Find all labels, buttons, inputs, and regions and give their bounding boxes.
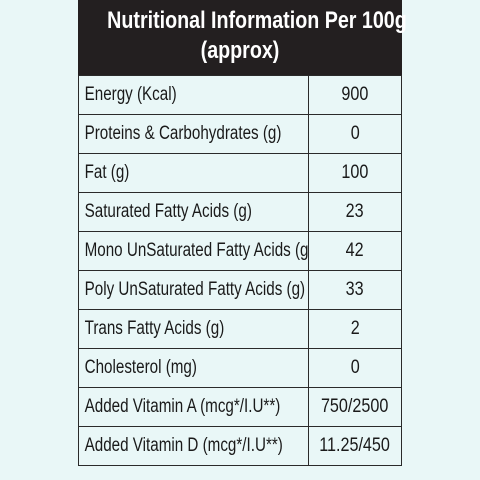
- nutrition-panel: Nutritional Information Per 100g (approx…: [78, 0, 407, 466]
- title-line: (approx): [200, 37, 280, 64]
- amount-cell: 33: [308, 270, 402, 310]
- nutrient-cell: Proteins & Carbohydrates (g): [78, 114, 309, 154]
- nutrient-cell: Added Vitamin D (mcg*/I.U**): [78, 426, 309, 466]
- nutrient-label: Saturated Fatty Acids (g): [84, 201, 252, 222]
- nutrient-cell: Mono UnSaturated Fatty Acids (g): [78, 231, 309, 271]
- amount-value: 900: [341, 84, 369, 105]
- amount-cell: 23: [308, 192, 402, 232]
- amount-value: 0: [350, 123, 360, 144]
- nutrient-cell: Trans Fatty Acids (g): [78, 309, 309, 349]
- nutrient-label: Added Vitamin D (mcg*/I.U**): [84, 435, 283, 456]
- title-line: Nutritional Information Per 100g: [107, 7, 407, 34]
- amount-value: 33: [346, 279, 364, 300]
- amount-value: 11.25/450: [319, 435, 391, 456]
- amount-value: 2: [350, 318, 360, 339]
- nutrient-cell: Added Vitamin A (mcg*/I.U**): [78, 387, 309, 427]
- amount-value: 750/2500: [321, 396, 389, 417]
- nutrient-cell: Poly UnSaturated Fatty Acids (g): [78, 270, 309, 310]
- header: Nutritional Information Per 100g (approx…: [78, 0, 407, 75]
- amount-value: 100: [341, 162, 369, 183]
- nutrient-label: Added Vitamin A (mcg*/I.U**): [84, 396, 281, 417]
- amount-cell: 0: [308, 114, 402, 154]
- amount-value: 23: [346, 201, 364, 222]
- nutrition-table: Energy (Kcal) 900 Proteins & Carbohydrates…: [78, 75, 402, 466]
- table-row: Fat (g) 100: [78, 153, 402, 193]
- amount-value: 0: [350, 357, 360, 378]
- amount-cell: 900: [308, 75, 402, 115]
- table-row: Saturated Fatty Acids (g) 23: [78, 192, 402, 232]
- nutrient-label: Proteins & Carbohydrates (g): [84, 123, 282, 144]
- table-row: Added Vitamin A (mcg*/I.U**) 750/2500: [78, 387, 402, 427]
- table-row: Energy (Kcal) 900: [78, 75, 402, 115]
- nutrient-label: Fat (g): [84, 162, 130, 183]
- nutrient-cell: Cholesterol (mg): [78, 348, 309, 388]
- table-row: Poly UnSaturated Fatty Acids (g) 33: [78, 270, 402, 310]
- table-row: Cholesterol (mg) 0: [78, 348, 402, 388]
- nutrient-label: Poly UnSaturated Fatty Acids (g): [84, 279, 306, 300]
- amount-cell: 100: [308, 153, 402, 193]
- table-row: Mono UnSaturated Fatty Acids (g) 42: [78, 231, 402, 271]
- nutrient-label: Energy (Kcal): [84, 84, 177, 105]
- nutrient-label: Mono UnSaturated Fatty Acids (g): [84, 240, 309, 261]
- amount-cell: 750/2500: [308, 387, 402, 427]
- nutrient-cell: Saturated Fatty Acids (g): [78, 192, 309, 232]
- amount-cell: 2: [308, 309, 402, 349]
- amount-cell: 0: [308, 348, 402, 388]
- nutrient-cell: Fat (g): [78, 153, 309, 193]
- table-row: Proteins & Carbohydrates (g) 0: [78, 114, 402, 154]
- nutrient-cell: Energy (Kcal): [78, 75, 309, 115]
- amount-cell: 42: [308, 231, 402, 271]
- table-row: Trans Fatty Acids (g) 2: [78, 309, 402, 349]
- table-row: Added Vitamin D (mcg*/I.U**) 11.25/450: [78, 426, 402, 466]
- amount-cell: 11.25/450: [308, 426, 402, 466]
- amount-value: 42: [346, 240, 364, 261]
- nutrient-label: Cholesterol (mg): [84, 357, 197, 378]
- nutrient-label: Trans Fatty Acids (g): [84, 318, 225, 339]
